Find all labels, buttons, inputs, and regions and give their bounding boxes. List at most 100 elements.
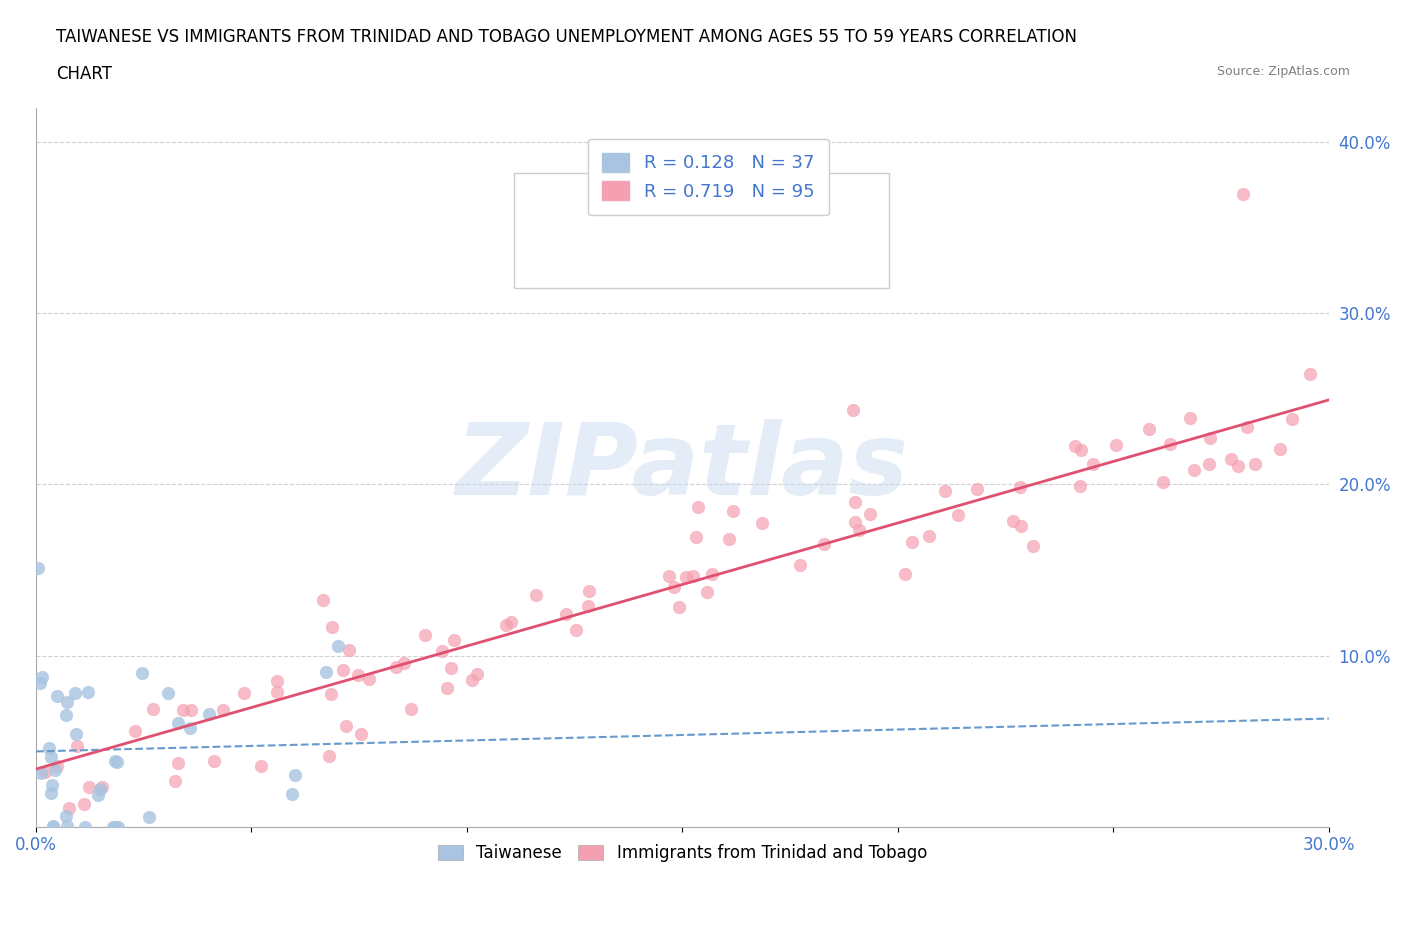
Point — [664, 579, 686, 594]
Point — [77, 779, 100, 794]
Point — [685, 530, 707, 545]
Point — [44, 763, 66, 777]
Text: TAIWANESE VS IMMIGRANTS FROM TRINIDAD AND TOBAGO UNEMPLOYMENT AMONG AGES 55 TO 5: TAIWANESE VS IMMIGRANTS FROM TRINIDAD AN… — [56, 28, 1077, 46]
Point — [465, 667, 488, 682]
Point — [1137, 422, 1160, 437]
Point — [138, 809, 160, 824]
Point — [56, 818, 79, 833]
Point — [104, 754, 127, 769]
Point — [103, 819, 125, 834]
Point — [1083, 457, 1105, 472]
Point — [789, 558, 811, 573]
Point — [578, 583, 600, 598]
Point — [165, 774, 187, 789]
Text: ZIPatlas: ZIPatlas — [456, 418, 908, 516]
Point — [202, 754, 225, 769]
Point — [131, 665, 153, 680]
Point — [1232, 186, 1254, 201]
Point — [198, 707, 221, 722]
Point — [55, 808, 77, 823]
Point — [1010, 519, 1032, 534]
Point — [1021, 538, 1043, 553]
Point — [28, 675, 51, 690]
Point — [392, 656, 415, 671]
Point — [326, 638, 349, 653]
Point — [848, 523, 870, 538]
Point — [359, 671, 381, 686]
Point — [495, 618, 517, 632]
Legend: Taiwanese, Immigrants from Trinidad and Tobago: Taiwanese, Immigrants from Trinidad and … — [432, 837, 934, 869]
Point — [31, 670, 53, 684]
Point — [65, 738, 87, 753]
Point — [89, 781, 111, 796]
Point — [172, 703, 194, 718]
Point — [65, 726, 87, 741]
Point — [337, 643, 360, 658]
Point — [576, 599, 599, 614]
Point — [1064, 438, 1087, 453]
Point — [284, 768, 307, 783]
Point — [399, 702, 422, 717]
Point — [443, 632, 465, 647]
Point — [1281, 412, 1303, 427]
Point — [1299, 367, 1322, 382]
Point — [34, 764, 56, 779]
Point — [30, 766, 52, 781]
Point — [1244, 457, 1267, 472]
Point — [564, 623, 586, 638]
Point — [104, 819, 127, 834]
Point — [315, 664, 337, 679]
Point — [167, 755, 190, 770]
Text: CHART: CHART — [56, 65, 112, 83]
Point — [1159, 437, 1181, 452]
Point — [524, 588, 547, 603]
Point — [312, 592, 335, 607]
Point — [440, 660, 463, 675]
Point — [700, 566, 723, 581]
Point — [934, 484, 956, 498]
Point — [1069, 478, 1091, 493]
Point — [461, 672, 484, 687]
Point — [894, 567, 917, 582]
Point — [45, 688, 67, 703]
Point — [1220, 452, 1243, 467]
Point — [501, 615, 523, 630]
Point — [842, 403, 865, 418]
Point — [65, 686, 87, 701]
Point — [56, 695, 79, 710]
Point — [347, 668, 370, 683]
Point — [335, 719, 357, 734]
Point — [266, 673, 288, 688]
Point — [1178, 410, 1201, 425]
Point — [77, 684, 100, 699]
Point — [42, 819, 65, 834]
Point — [1270, 442, 1292, 457]
Point — [55, 708, 77, 723]
Point — [27, 561, 49, 576]
Point — [319, 686, 342, 701]
Point — [321, 619, 343, 634]
Point — [1226, 458, 1249, 473]
Point — [41, 777, 63, 792]
Point — [966, 482, 988, 497]
Point — [179, 720, 201, 735]
Point — [72, 797, 94, 812]
Point — [107, 819, 129, 834]
Point — [38, 740, 60, 755]
Point — [73, 819, 96, 834]
Point — [918, 529, 941, 544]
Point — [413, 628, 436, 643]
Point — [281, 786, 304, 801]
Point — [1001, 513, 1024, 528]
Point — [1199, 431, 1222, 445]
Point — [717, 531, 740, 546]
Point — [58, 801, 80, 816]
Point — [813, 537, 835, 551]
Point — [385, 659, 408, 674]
Point — [859, 506, 882, 521]
Point — [318, 749, 340, 764]
Point — [675, 569, 697, 584]
Point — [212, 702, 235, 717]
FancyBboxPatch shape — [515, 173, 889, 287]
Point — [46, 759, 69, 774]
